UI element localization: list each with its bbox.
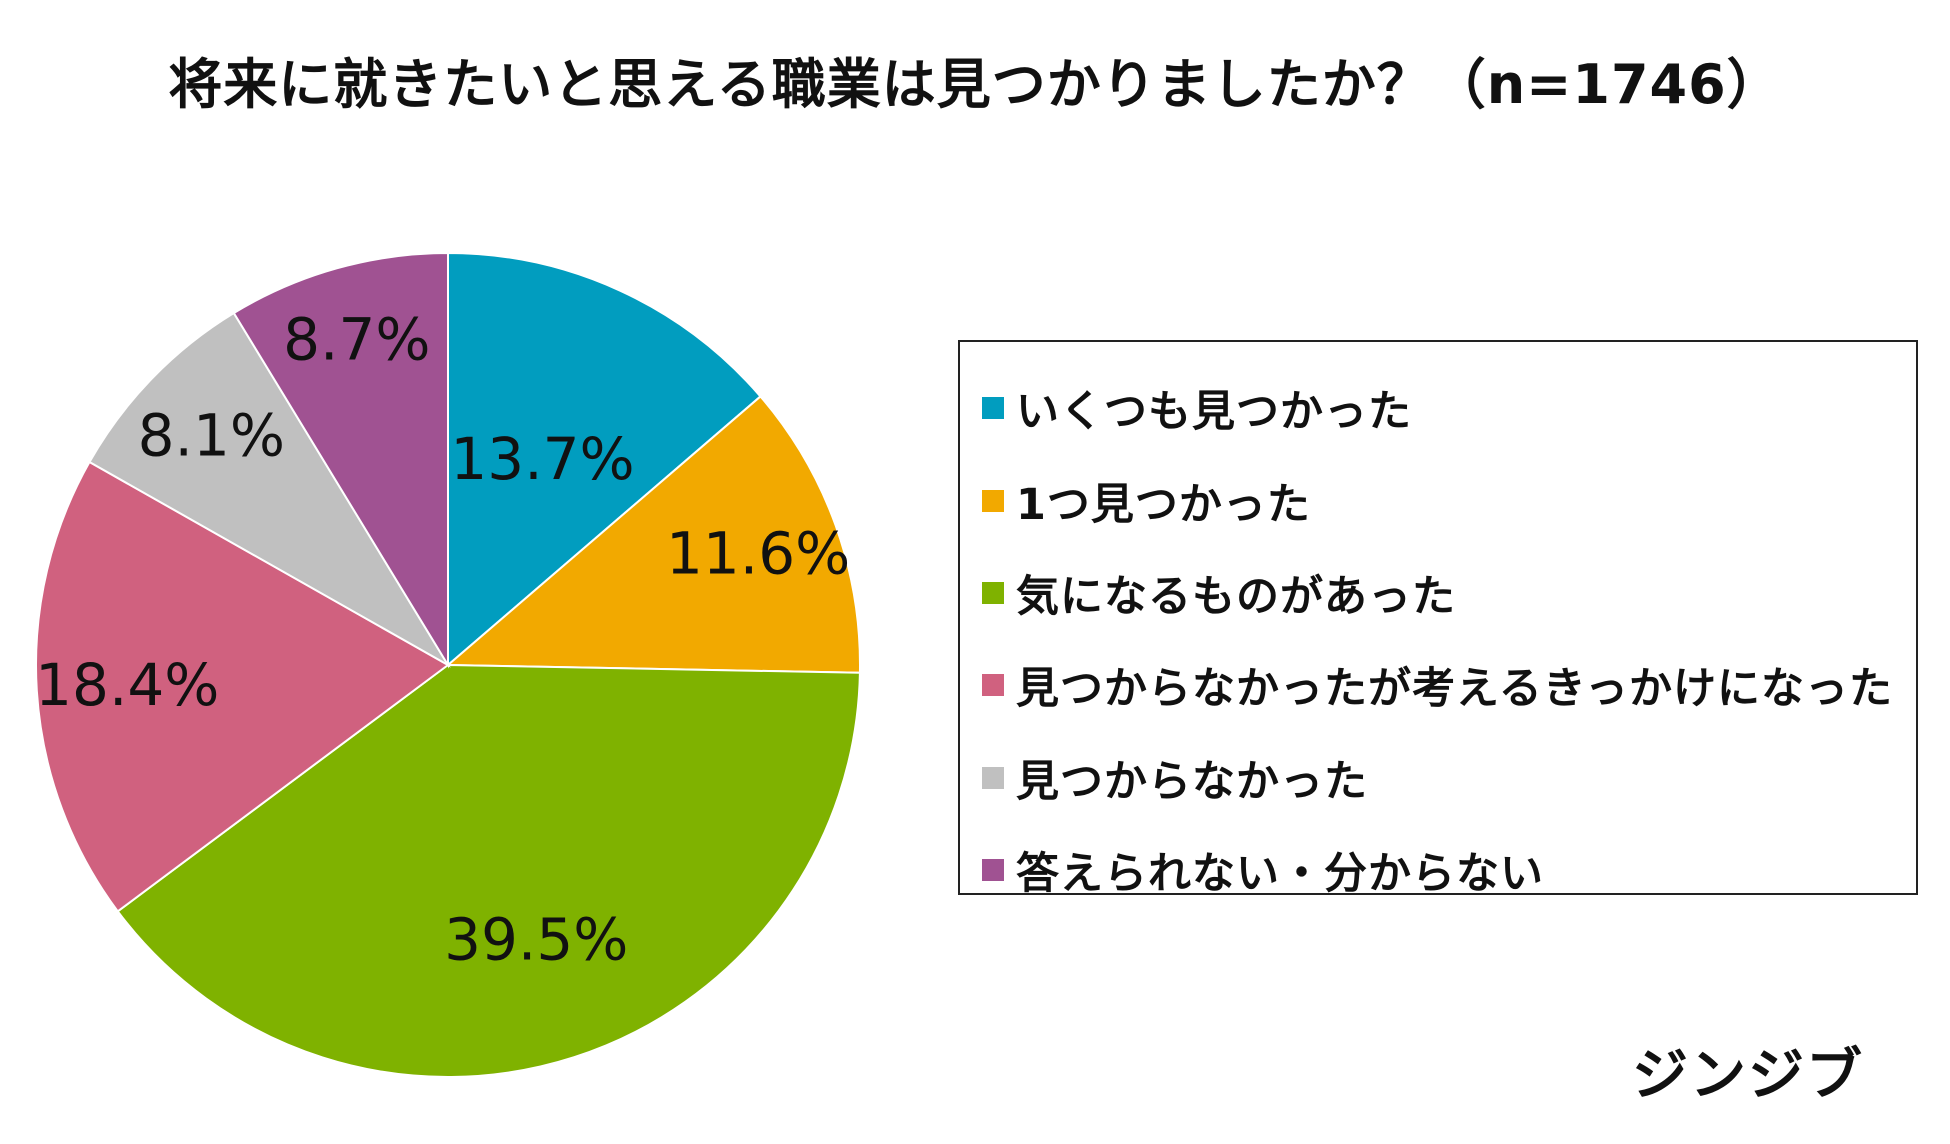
- legend-item: いくつも見つかった: [982, 383, 1412, 437]
- pie-slice-label: 39.5%: [444, 906, 628, 974]
- legend-swatch: [982, 767, 1004, 789]
- legend-swatch: [982, 674, 1004, 696]
- chart-title: 将来に就きたいと思える職業は見つかりましたか？（n=1746）: [168, 53, 1782, 116]
- pie-slice: [232, 251, 449, 669]
- pie-slice: [447, 251, 762, 668]
- legend-swatch: [982, 582, 1004, 604]
- legend-item: 気になるものがあった: [982, 568, 1456, 622]
- legend-label: いくつも見つかった: [1016, 387, 1412, 437]
- legend-label: 1つ見つかった: [1016, 480, 1311, 530]
- pie-slice-label: 8.1%: [138, 402, 285, 470]
- pie-labels: 13.7% 11.6% 39.5% 18.4% 8.1% 8.7%: [35, 306, 850, 974]
- legend-label: 答えられない・分からない: [1016, 849, 1544, 899]
- pie-slice: [35, 460, 450, 913]
- legend-swatch: [982, 490, 1004, 512]
- legend-item: 1つ見つかった: [982, 476, 1311, 530]
- pie-slice-label: 13.7%: [450, 425, 634, 493]
- legend-label: 見つからなかったが考えるきっかけになった: [1016, 664, 1893, 714]
- pie-slice: [88, 311, 451, 668]
- pie-slice: [445, 395, 861, 674]
- legend-label: 見つからなかった: [1016, 757, 1368, 807]
- legend: いくつも見つかった 1つ見つかった 気になるものがあった 見つからなかったが考え…: [958, 340, 1918, 899]
- pie-slice-label: 11.6%: [666, 519, 850, 587]
- brand-logo: ジンジブ: [1632, 1043, 1864, 1108]
- legend-item: 答えられない・分からない: [982, 845, 1544, 899]
- legend-swatch: [982, 859, 1004, 881]
- legend-swatch: [982, 397, 1004, 419]
- pie-slices: [35, 251, 861, 1078]
- pie-slice-label: 18.4%: [35, 651, 219, 719]
- legend-item: 見つからなかった: [982, 753, 1368, 807]
- pie-slice-label: 8.7%: [283, 306, 430, 374]
- legend-label: 気になるものがあった: [1016, 572, 1456, 622]
- pie-slice: [116, 663, 861, 1078]
- legend-item: 見つからなかったが考えるきっかけになった: [982, 660, 1893, 714]
